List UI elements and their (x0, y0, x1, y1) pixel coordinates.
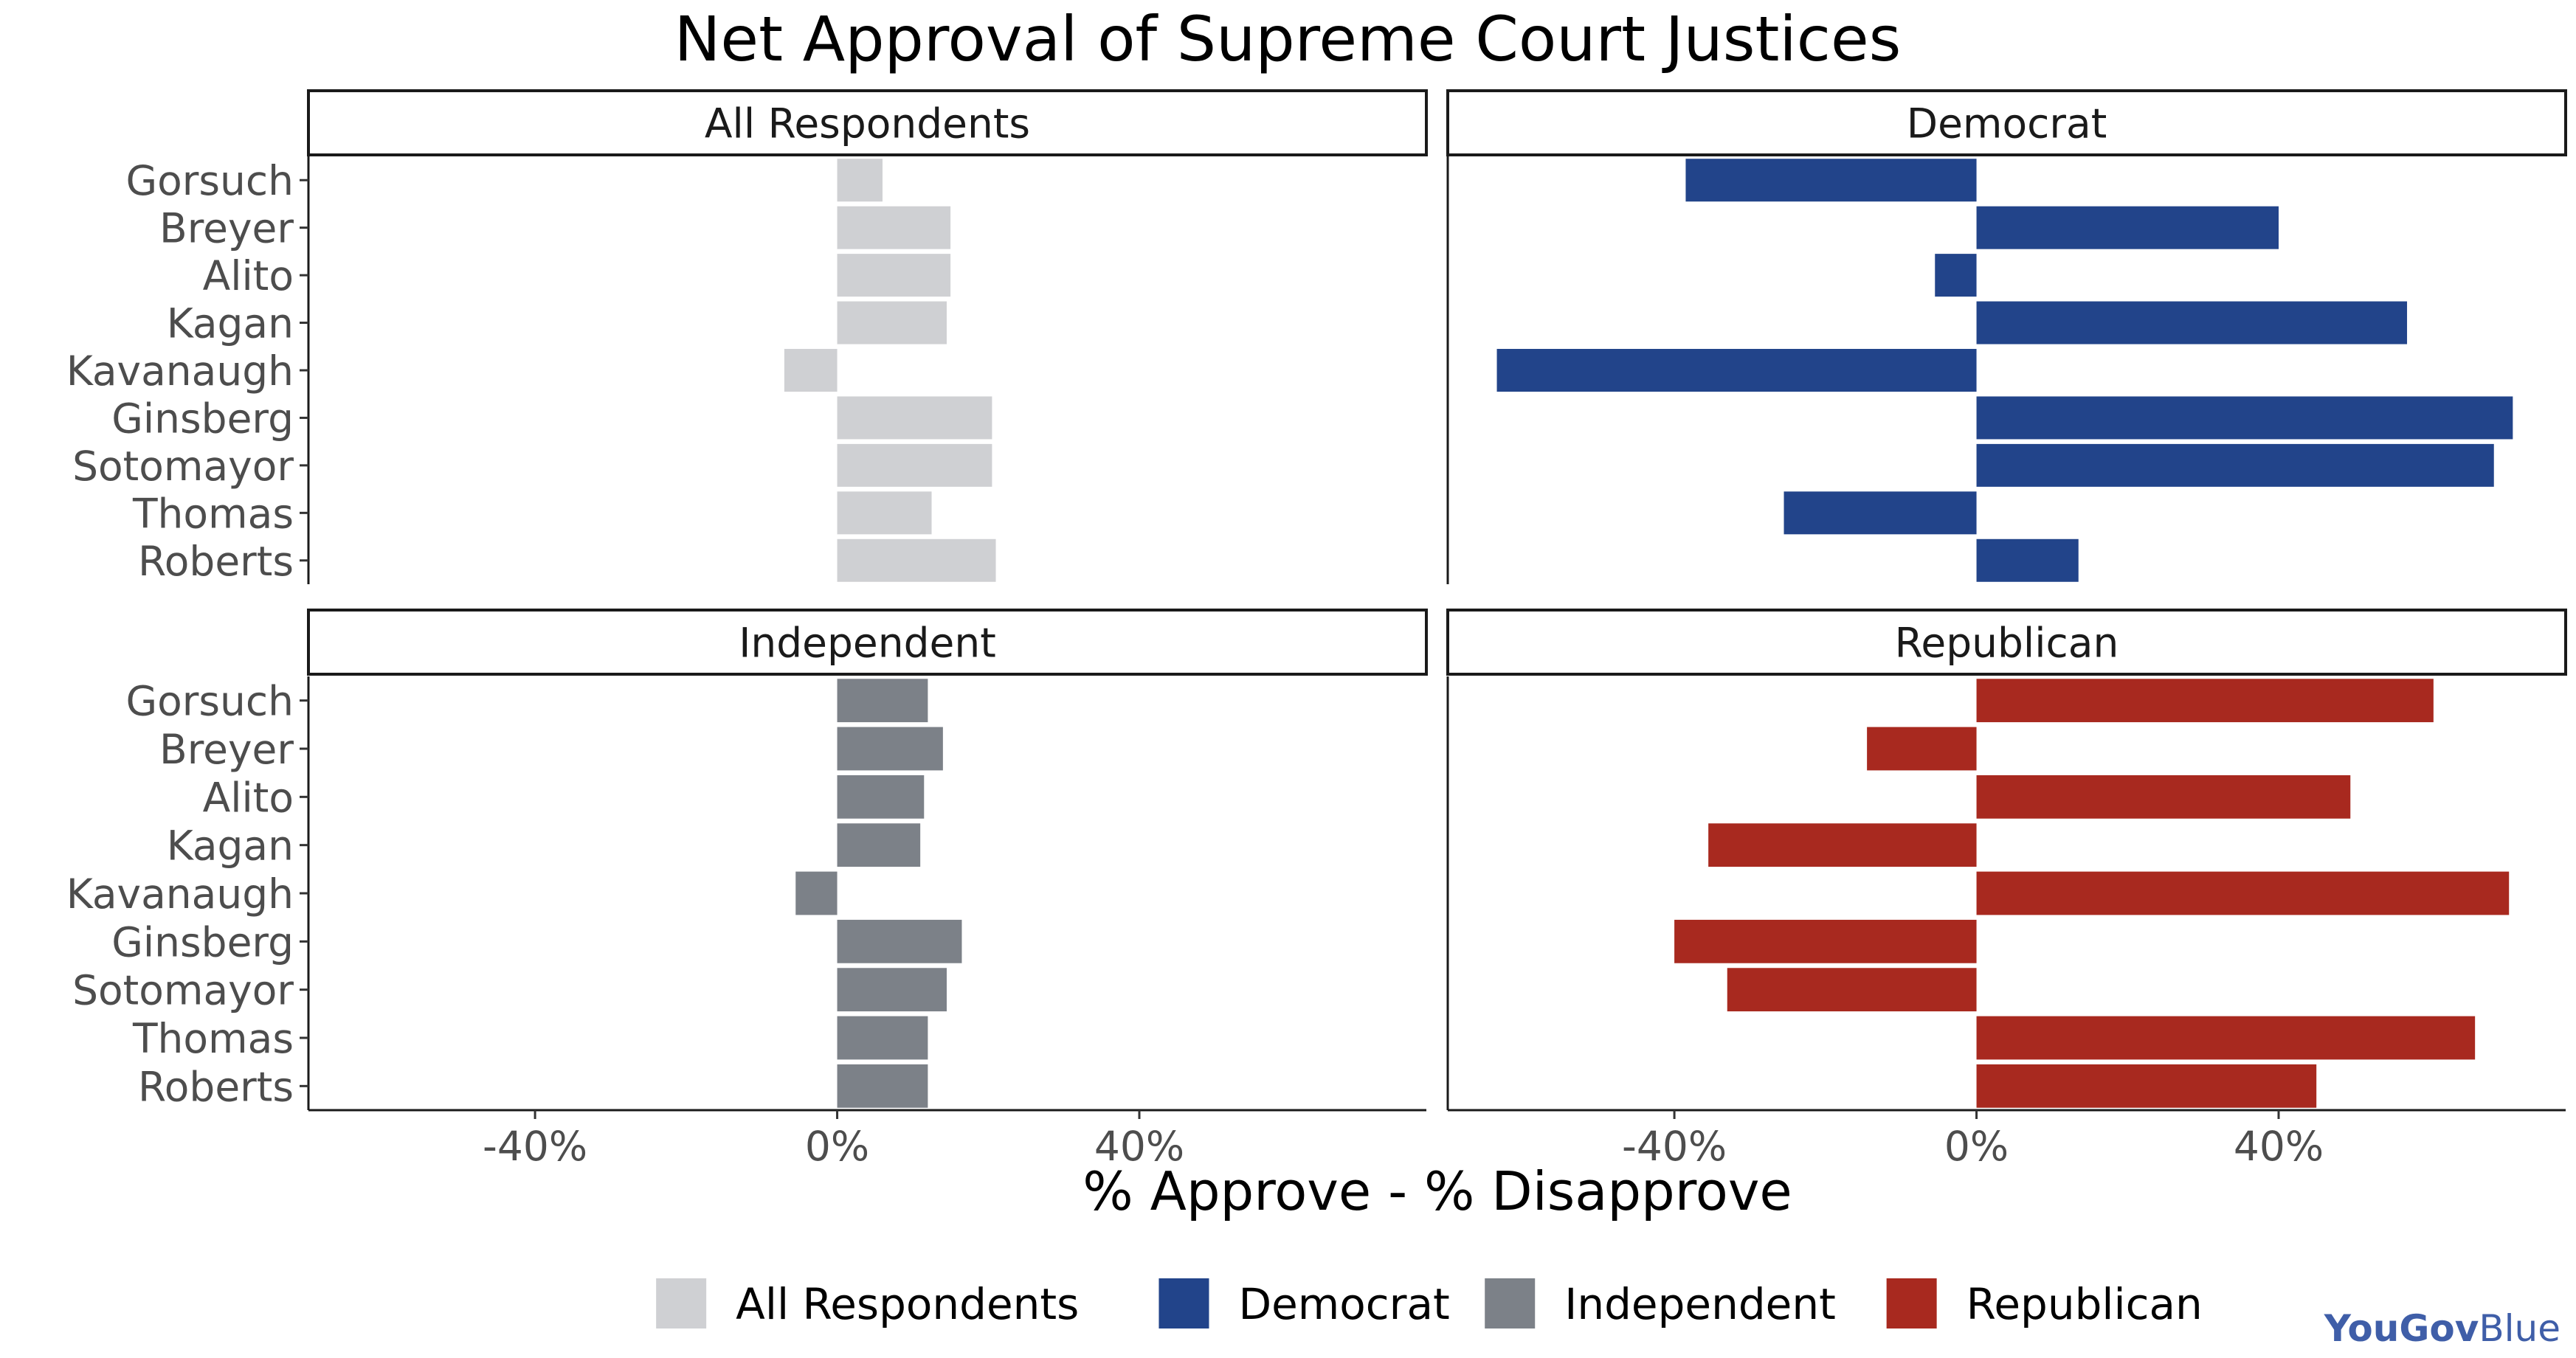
category-label-kavanaugh: Kavanaugh (66, 870, 294, 918)
bar-all-respondents-sotomayor (837, 443, 992, 487)
bar-democrat-ginsberg (1976, 396, 2513, 440)
category-label-roberts: Roberts (138, 538, 294, 585)
bar-democrat-alito (1935, 254, 1977, 297)
x-tick-label-independent-0: -40% (483, 1123, 587, 1170)
category-label-roberts: Roberts (138, 1063, 294, 1110)
bar-independent-kavanaugh (795, 871, 838, 915)
chart-title: Net Approval of Supreme Court Justices (674, 3, 1902, 75)
strip-box-democrat (1446, 89, 2567, 156)
legend-swatch-all-respondents (656, 1278, 707, 1328)
bar-republican-kagan (1708, 823, 1977, 867)
legend-swatch-independent (1485, 1278, 1536, 1328)
category-label-alito: Alito (203, 252, 294, 299)
bar-democrat-roberts (1976, 538, 2079, 582)
bar-republican-ginsberg (1674, 919, 1977, 963)
bar-republican-roberts (1976, 1064, 2317, 1108)
bar-democrat-kagan (1976, 301, 2408, 344)
panel-republican: Republican -40% 0% 40% (1446, 609, 2567, 1170)
x-tick-label-republican-2: 40% (2234, 1123, 2324, 1170)
panel-all-respondents: All Respondents GorsuchBreyerAlitoKaganKa… (66, 89, 1428, 585)
bar-independent-breyer (837, 727, 943, 771)
bar-independent-thomas (837, 1016, 928, 1060)
panel-independent: Independent-40% 0% 40%GorsuchBreyerAlitoKa… (66, 609, 1428, 1170)
bar-republican-alito (1976, 775, 2351, 819)
bar-independent-ginsberg (837, 919, 962, 963)
bar-all-respondents-kagan (837, 301, 947, 344)
bar-all-respondents-breyer (837, 206, 951, 249)
legend-swatch-republican (1886, 1278, 1937, 1328)
category-label-breyer: Breyer (159, 726, 294, 773)
category-label-breyer: Breyer (159, 205, 294, 252)
legend-label-republican: Republican (1966, 1279, 2203, 1329)
logo-blue-text: Blue (2479, 1307, 2561, 1350)
category-label-gorsuch: Gorsuch (126, 157, 294, 204)
bar-republican-thomas (1976, 1016, 2476, 1060)
strip-label-independent: Independent (739, 620, 996, 667)
x-tick-label-republican-0: -40% (1622, 1123, 1727, 1170)
category-label-ginsberg: Ginsberg (111, 918, 294, 966)
facet-panels: All RespondentsGorsuchBreyerAlitoKaganKa… (66, 89, 2567, 1170)
bar-independent-gorsuch (837, 679, 928, 723)
category-label-thomas: Thomas (132, 490, 294, 537)
legend-label-independent: Independent (1564, 1279, 1836, 1329)
strip-box-all-respondents (307, 89, 1428, 156)
bar-all-respondents-ginsberg (837, 396, 992, 440)
bar-independent-roberts (837, 1064, 928, 1108)
category-label-kagan: Kagan (167, 822, 294, 870)
bar-democrat-kavanaugh (1496, 349, 1977, 392)
bar-all-respondents-kavanaugh (784, 349, 838, 392)
bar-all-respondents-roberts (837, 538, 996, 582)
bar-republican-sotomayor (1727, 968, 1977, 1012)
strip-box-independent (307, 609, 1428, 676)
category-label-alito: Alito (203, 774, 294, 821)
strip-label-republican: Republican (1895, 620, 2119, 667)
category-label-kavanaugh: Kavanaugh (66, 347, 294, 395)
strip-box-republican (1446, 609, 2567, 676)
category-label-kagan: Kagan (167, 300, 294, 347)
legend-label-all-respondents: All Respondents (736, 1279, 1079, 1329)
bar-republican-gorsuch (1976, 679, 2434, 723)
bar-democrat-thomas (1783, 491, 1977, 535)
bar-all-respondents-alito (837, 254, 951, 297)
bar-democrat-gorsuch (1685, 159, 1977, 202)
legend: All Respondents Democrat Independent Republ… (656, 1278, 2203, 1329)
category-label-sotomayor: Sotomayor (72, 443, 294, 490)
bar-all-respondents-gorsuch (837, 159, 883, 202)
legend-label-democrat: Democrat (1238, 1279, 1449, 1329)
x-axis-title: % Approve - % Disapprove (1082, 1160, 1792, 1222)
bar-independent-kagan (837, 823, 921, 867)
category-label-gorsuch: Gorsuch (126, 678, 294, 725)
bar-republican-kavanaugh (1976, 871, 2510, 915)
panel-democrat: Democrat (1446, 89, 2567, 584)
x-tick-label-republican-1: 0% (1944, 1123, 2009, 1170)
bar-republican-breyer (1867, 727, 1977, 771)
bar-independent-sotomayor (837, 968, 947, 1012)
legend-swatch-democrat (1158, 1278, 1209, 1328)
x-tick-label-independent-2: 40% (1094, 1123, 1184, 1170)
category-label-thomas: Thomas (132, 1015, 294, 1062)
strip-label-democrat: Democrat (1907, 100, 2107, 148)
bar-democrat-sotomayor (1976, 443, 2494, 487)
bar-all-respondents-thomas (837, 491, 932, 535)
strip-label-all-respondents: All Respondents (705, 100, 1030, 148)
yougov-blue-logo: YouGovBlue (2324, 1307, 2561, 1350)
x-tick-label-independent-1: 0% (805, 1123, 869, 1170)
logo-yougov-text: YouGov (2324, 1307, 2479, 1350)
bar-democrat-breyer (1976, 206, 2279, 249)
category-label-sotomayor: Sotomayor (72, 967, 294, 1014)
bar-independent-alito (837, 775, 925, 819)
category-label-ginsberg: Ginsberg (111, 395, 294, 442)
